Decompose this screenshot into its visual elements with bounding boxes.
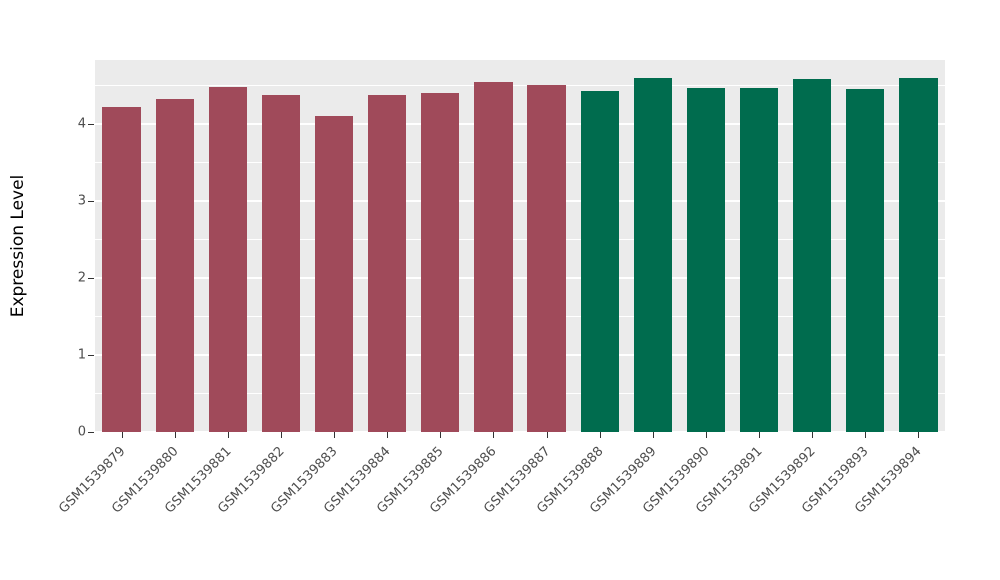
minor-gridline: [95, 161, 945, 163]
bar-GSM1539885: [421, 93, 460, 432]
bar-GSM1539889: [633, 77, 672, 432]
bar-GSM1539890: [686, 87, 726, 432]
y-tick-label: 0: [77, 424, 86, 440]
x-tick-mark: [227, 432, 229, 438]
y-tick-mark: [88, 354, 94, 356]
x-tick-mark: [387, 432, 389, 438]
y-tick-label: 4: [77, 116, 86, 132]
plot-panel: [95, 60, 945, 433]
major-gridline: [95, 353, 945, 356]
major-gridline: [95, 122, 945, 125]
bar-GSM1539888: [580, 90, 619, 432]
minor-gridline: [95, 238, 945, 240]
bar-GSM1539882: [261, 94, 301, 432]
bar-GSM1539880: [155, 98, 194, 432]
y-tick-mark: [88, 123, 94, 125]
major-gridline: [95, 276, 945, 279]
bar-GSM1539879: [102, 106, 141, 432]
bar-GSM1539891: [739, 87, 779, 432]
x-tick-mark: [652, 432, 654, 438]
x-tick-mark: [440, 432, 442, 438]
x-tick-mark: [334, 432, 336, 438]
bar-GSM1539881: [208, 86, 247, 432]
y-tick-mark: [88, 432, 94, 433]
x-tick-mark: [812, 432, 814, 438]
y-axis-title: Expression Level: [8, 174, 28, 318]
minor-gridline: [95, 84, 945, 86]
y-tick-mark: [88, 277, 94, 279]
y-tick-label: 3: [77, 193, 86, 209]
bar-GSM1539892: [793, 79, 832, 432]
x-tick-mark: [121, 432, 123, 438]
bar-GSM1539894: [899, 77, 938, 432]
x-tick-mark: [918, 432, 920, 438]
x-tick-mark: [865, 432, 867, 438]
major-gridline: [95, 199, 945, 202]
x-tick-mark: [280, 432, 282, 438]
minor-gridline: [95, 315, 945, 317]
x-tick-mark: [493, 432, 495, 438]
minor-gridline: [95, 392, 945, 394]
x-tick-mark: [174, 432, 176, 438]
bar-GSM1539886: [474, 81, 513, 432]
x-tick-mark: [705, 432, 707, 438]
bar-GSM1539884: [368, 95, 407, 432]
major-gridline: [95, 431, 945, 433]
y-tick-label: 1: [77, 347, 86, 363]
bar-GSM1539893: [846, 89, 885, 432]
y-tick-label: 2: [77, 270, 86, 286]
x-tick-mark: [759, 432, 761, 438]
x-tick-mark: [546, 432, 548, 438]
bar-GSM1539887: [527, 85, 566, 432]
y-tick-mark: [88, 200, 94, 202]
bar-GSM1539883: [314, 116, 354, 432]
x-tick-mark: [599, 432, 601, 438]
